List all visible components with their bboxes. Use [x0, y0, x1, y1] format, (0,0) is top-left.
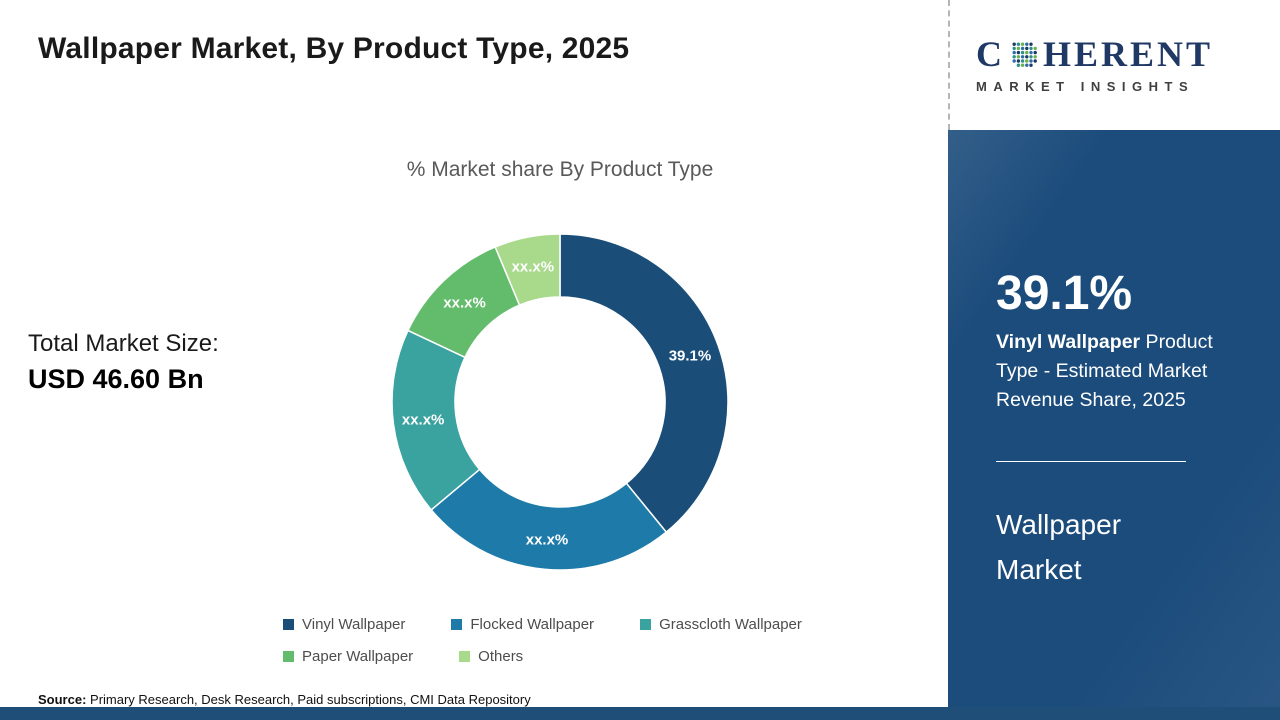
legend-item: Vinyl Wallpaper [283, 616, 405, 633]
brand-logo: C HERENT MARKET INSIGHTS [948, 0, 1280, 130]
logo-globe-dot [1025, 46, 1029, 51]
logo-globe-dot [1033, 55, 1037, 59]
logo-globe-dot [1020, 50, 1025, 55]
logo-globe-dot [1020, 55, 1025, 59]
legend-swatch [640, 619, 652, 630]
slice-label: xx.x% [402, 412, 445, 429]
logo-globe-dot [1033, 50, 1037, 55]
donut-chart: 39.1% xx.x% xx.x% xx.x% xx.x% [391, 233, 729, 571]
report-name: Wallpaper Market [996, 508, 1122, 585]
donut-segment [559, 233, 729, 534]
highlight-description-bold: Vinyl Wallpaper [996, 331, 1141, 353]
slice-label: xx.x% [512, 259, 555, 276]
logo-globe-dot [1029, 63, 1033, 67]
legend-item: Flocked Wallpaper [451, 616, 594, 633]
logo-globe-dot [1016, 50, 1021, 55]
logo-globe-dot [1012, 50, 1016, 55]
source-label: Source: [38, 692, 87, 707]
legend-item: Grasscloth Wallpaper [640, 616, 802, 633]
logo-globe-dot [1029, 46, 1033, 51]
logo-globe-dot [1025, 50, 1029, 55]
legend-swatch [451, 619, 463, 630]
source-note: Source: Primary Research, Desk Research,… [38, 692, 531, 707]
side-panel: C HERENT MARKET INSIGHTS 39.1% Vinyl Wal… [948, 0, 1280, 720]
legend-label: Others [478, 648, 524, 665]
logo-letter-c: C [976, 34, 1005, 74]
donut-segment [430, 468, 668, 571]
legend-swatch [283, 619, 294, 630]
slice-label: xx.x% [443, 294, 486, 311]
total-market-size-label: Total Market Size: [28, 330, 219, 357]
legend-label: Grasscloth Wallpaper [659, 616, 802, 633]
logo-globe-dot [1025, 63, 1029, 67]
logo-globe-dot [1016, 59, 1021, 63]
legend-label: Flocked Wallpaper [470, 616, 595, 633]
logo-globe-dot [1012, 46, 1016, 51]
logo-globe-dot [1033, 59, 1037, 63]
logo-letters-rest: HERENT [1043, 34, 1214, 74]
total-market-size: Total Market Size: USD 46.60 Bn [28, 330, 219, 395]
bottom-bar [0, 707, 1280, 720]
highlight-description: Vinyl Wallpaper Product Type - Estimated… [996, 328, 1238, 415]
highlight-description-rest: Product Type - Estimated Market Revenue … [996, 331, 1213, 411]
logo-globe-dot [1020, 42, 1025, 46]
logo-globe-dot [1029, 55, 1033, 59]
logo-globe-dot [1029, 50, 1033, 55]
total-market-size-value: USD 46.60 Bn [28, 364, 204, 394]
highlight-panel: 39.1% Vinyl Wallpaper Product Type - Est… [948, 130, 1280, 720]
logo-globe-dot [1012, 55, 1016, 59]
chart-subtitle: % Market share By Product Type [406, 158, 714, 181]
divider-line [996, 460, 1186, 462]
legend-swatch [283, 651, 294, 662]
brand-tagline: MARKET INSIGHTS [976, 79, 1195, 94]
source-text: Primary Research, Desk Research, Paid su… [86, 692, 531, 707]
legend-item: Paper Wallpaper [283, 648, 413, 665]
logo-globe-dot [1025, 59, 1029, 63]
legend-label: Paper Wallpaper [302, 648, 414, 665]
donut-segment [494, 233, 561, 307]
logo-globe-dot [1033, 46, 1037, 51]
logo-globe-dot [1016, 42, 1021, 46]
legend-swatch [459, 651, 471, 662]
slice-label: xx.x% [526, 531, 569, 548]
legend-label: Vinyl Wallpaper [302, 616, 406, 633]
highlight-stat: 39.1% [996, 267, 1133, 320]
logo-globe-dot [1029, 59, 1033, 63]
logo-globe-dot [1016, 55, 1021, 59]
logo-globe-dot [1029, 42, 1033, 46]
logo-globe-dot [1025, 42, 1029, 46]
brand-wordmark: C HERENT [976, 36, 1280, 72]
logo-globe-dot [1025, 55, 1029, 59]
legend-item: Others [459, 648, 523, 665]
logo-globe-dot [1016, 46, 1021, 51]
page-title: Wallpaper Market, By Product Type, 2025 [38, 32, 630, 65]
logo-globe-icon [1012, 42, 1037, 67]
slice-label: 39.1% [669, 348, 712, 365]
logo-globe-dot [1020, 63, 1025, 67]
logo-globe-dot [1012, 42, 1016, 46]
logo-globe-dot [1020, 59, 1025, 63]
logo-globe-dot [1012, 59, 1016, 63]
chart-legend: Vinyl Wallpaper Flocked Wallpaper Grassclo… [283, 616, 883, 665]
logo-globe-dot [1016, 63, 1021, 67]
logo-globe-dot [1020, 46, 1025, 51]
